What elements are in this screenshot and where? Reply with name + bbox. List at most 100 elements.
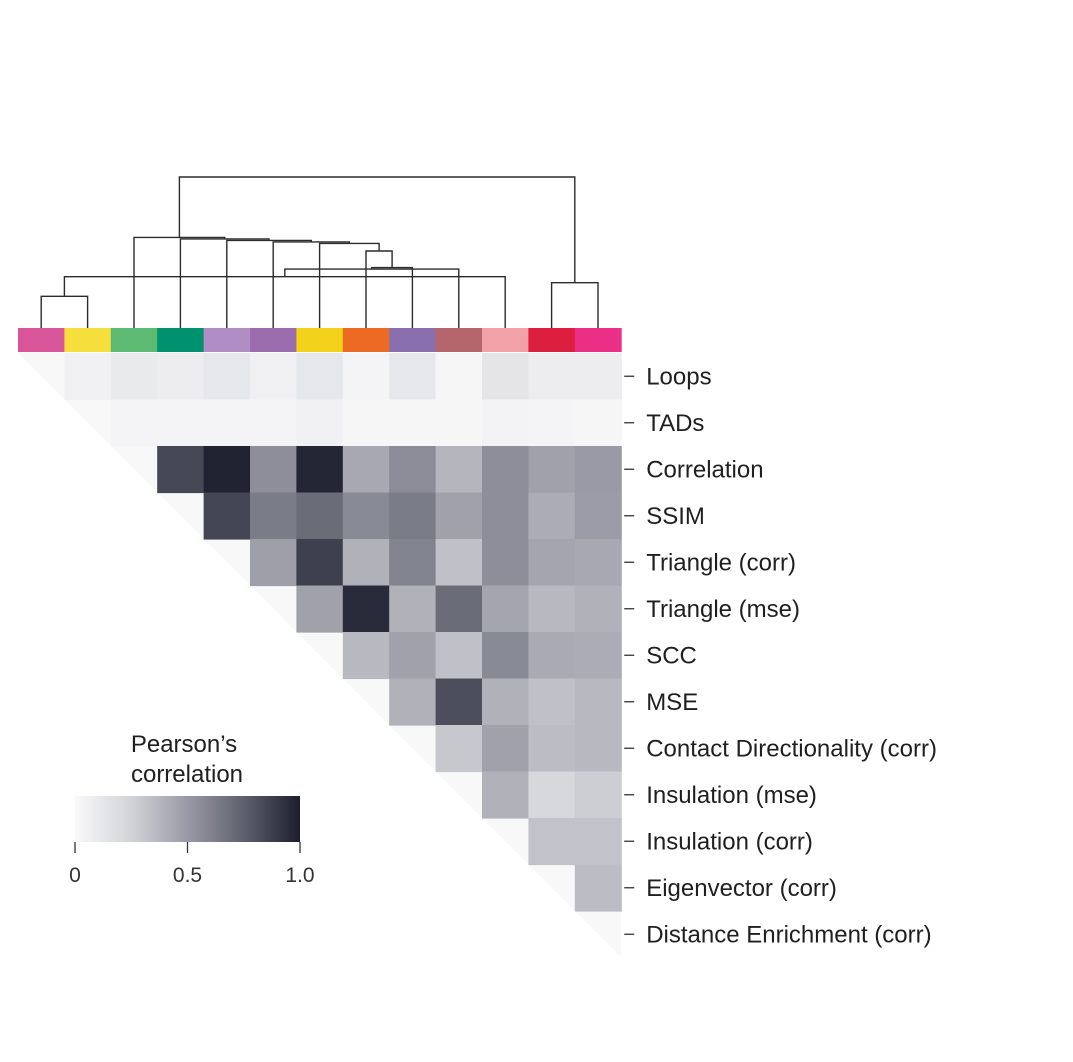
- heatmap-cell: [528, 585, 576, 633]
- row-label: Correlation: [646, 456, 763, 483]
- column-color-swatch: [574, 328, 622, 352]
- colorbar-tick-label: 0: [69, 864, 81, 887]
- column-color-swatch: [110, 328, 158, 352]
- heatmap-cell: [482, 446, 529, 494]
- heatmap-cell: [342, 585, 390, 633]
- column-color-swatch: [203, 328, 251, 352]
- heatmap-cell: [482, 399, 529, 447]
- row-label: SSIM: [646, 503, 705, 530]
- row-label: MSE: [646, 689, 698, 716]
- heatmap-cell: [342, 446, 390, 494]
- heatmap-cell: [157, 399, 205, 447]
- column-color-swatch: [296, 328, 344, 352]
- heatmap-cell: [250, 539, 297, 587]
- heatmap-cell: [435, 725, 483, 773]
- heatmap-cell: [157, 353, 205, 401]
- heatmap-cell: [574, 632, 622, 680]
- column-color-strip: [18, 328, 622, 352]
- heatmap-cell: [435, 353, 483, 401]
- heatmap-cell: [250, 353, 297, 401]
- heatmap-cell: [435, 399, 483, 447]
- heatmap-cell: [389, 539, 437, 587]
- heatmap-cell: [482, 678, 529, 726]
- colorbar-tick-label: 0.5: [173, 864, 202, 887]
- heatmap-cell: [203, 446, 251, 494]
- heatmap-cell: [482, 632, 529, 680]
- heatmap-cell: [435, 585, 483, 633]
- heatmap-cell: [342, 353, 390, 401]
- dendrogram-link: [178, 176, 576, 283]
- column-color-swatch: [250, 328, 297, 352]
- heatmap-cell: [296, 492, 344, 540]
- heatmap-cell: [528, 725, 576, 773]
- heatmap-cell: [157, 446, 205, 494]
- heatmap-cell: [296, 399, 344, 447]
- heatmap-cell: [528, 399, 576, 447]
- colorbar-title-line-2: correlation: [131, 761, 243, 788]
- column-color-swatch: [482, 328, 529, 352]
- heatmap-cell: [482, 353, 529, 401]
- heatmap-cell: [574, 864, 622, 912]
- heatmap-cell: [389, 399, 437, 447]
- row-label: SCC: [646, 642, 697, 669]
- row-label: Contact Directionality (corr): [646, 735, 937, 762]
- dendrogram-link: [284, 268, 460, 328]
- row-label: Insulation (mse): [646, 782, 817, 809]
- dendrogram-link: [365, 250, 393, 328]
- heatmap-cell: [250, 492, 297, 540]
- heatmap-cell: [64, 353, 112, 401]
- heatmap-cell: [296, 353, 344, 401]
- heatmap-cell: [482, 771, 529, 819]
- row-label: Triangle (mse): [646, 596, 800, 623]
- heatmap-cell: [342, 632, 390, 680]
- dendrogram-link: [226, 239, 312, 328]
- column-color-swatch: [18, 328, 65, 352]
- heatmap-cell: [574, 771, 622, 819]
- row-labels: Loops TADs Correlation SSIM Triangle (corr) T…: [624, 363, 937, 948]
- heatmap-cell: [528, 446, 576, 494]
- heatmap-cell: [482, 725, 529, 773]
- heatmap-cell: [203, 399, 251, 447]
- colorbar-tick-label: 1.0: [285, 864, 314, 887]
- dendrogram-link: [179, 238, 270, 328]
- heatmap-cell: [389, 632, 437, 680]
- dendrogram-link: [133, 236, 226, 328]
- heatmap-cell: [389, 678, 437, 726]
- heatmap-cell: [342, 539, 390, 587]
- heatmap-cell: [482, 492, 529, 540]
- heatmap-cell: [203, 353, 251, 401]
- heatmap-cells: [18, 353, 622, 958]
- column-color-swatch: [435, 328, 483, 352]
- heatmap-cell: [528, 539, 576, 587]
- row-label: Triangle (corr): [646, 549, 796, 576]
- heatmap-cell: [435, 539, 483, 587]
- row-label: Eigenvector (corr): [646, 875, 837, 902]
- row-label: Loops: [646, 363, 711, 390]
- heatmap-cell: [389, 492, 437, 540]
- heatmap-cell: [389, 446, 437, 494]
- heatmap-cell: [203, 492, 251, 540]
- heatmap-cell: [389, 353, 437, 401]
- heatmap-cell: [342, 399, 390, 447]
- colorbar-title-line-1: Pearson’s: [131, 731, 237, 758]
- heatmap-cell: [574, 492, 622, 540]
- heatmap-cell: [110, 353, 158, 401]
- heatmap-cell: [528, 818, 576, 866]
- heatmap-cell: [435, 632, 483, 680]
- heatmap-cell: [296, 446, 344, 494]
- heatmap-cell: [296, 585, 344, 633]
- column-color-swatch: [64, 328, 112, 352]
- heatmap-cell: [482, 585, 529, 633]
- heatmap-cell: [250, 399, 297, 447]
- heatmap-cell: [574, 818, 622, 866]
- dendrogram-link: [272, 241, 350, 328]
- heatmap-cell: [110, 399, 158, 447]
- row-label: TADs: [646, 410, 704, 437]
- dendrogram: [40, 176, 599, 328]
- dendrogram-link: [550, 282, 599, 328]
- column-color-swatch: [157, 328, 205, 352]
- heatmap-cell: [528, 678, 576, 726]
- dendrogram-link: [63, 276, 506, 328]
- heatmap-cell: [528, 632, 576, 680]
